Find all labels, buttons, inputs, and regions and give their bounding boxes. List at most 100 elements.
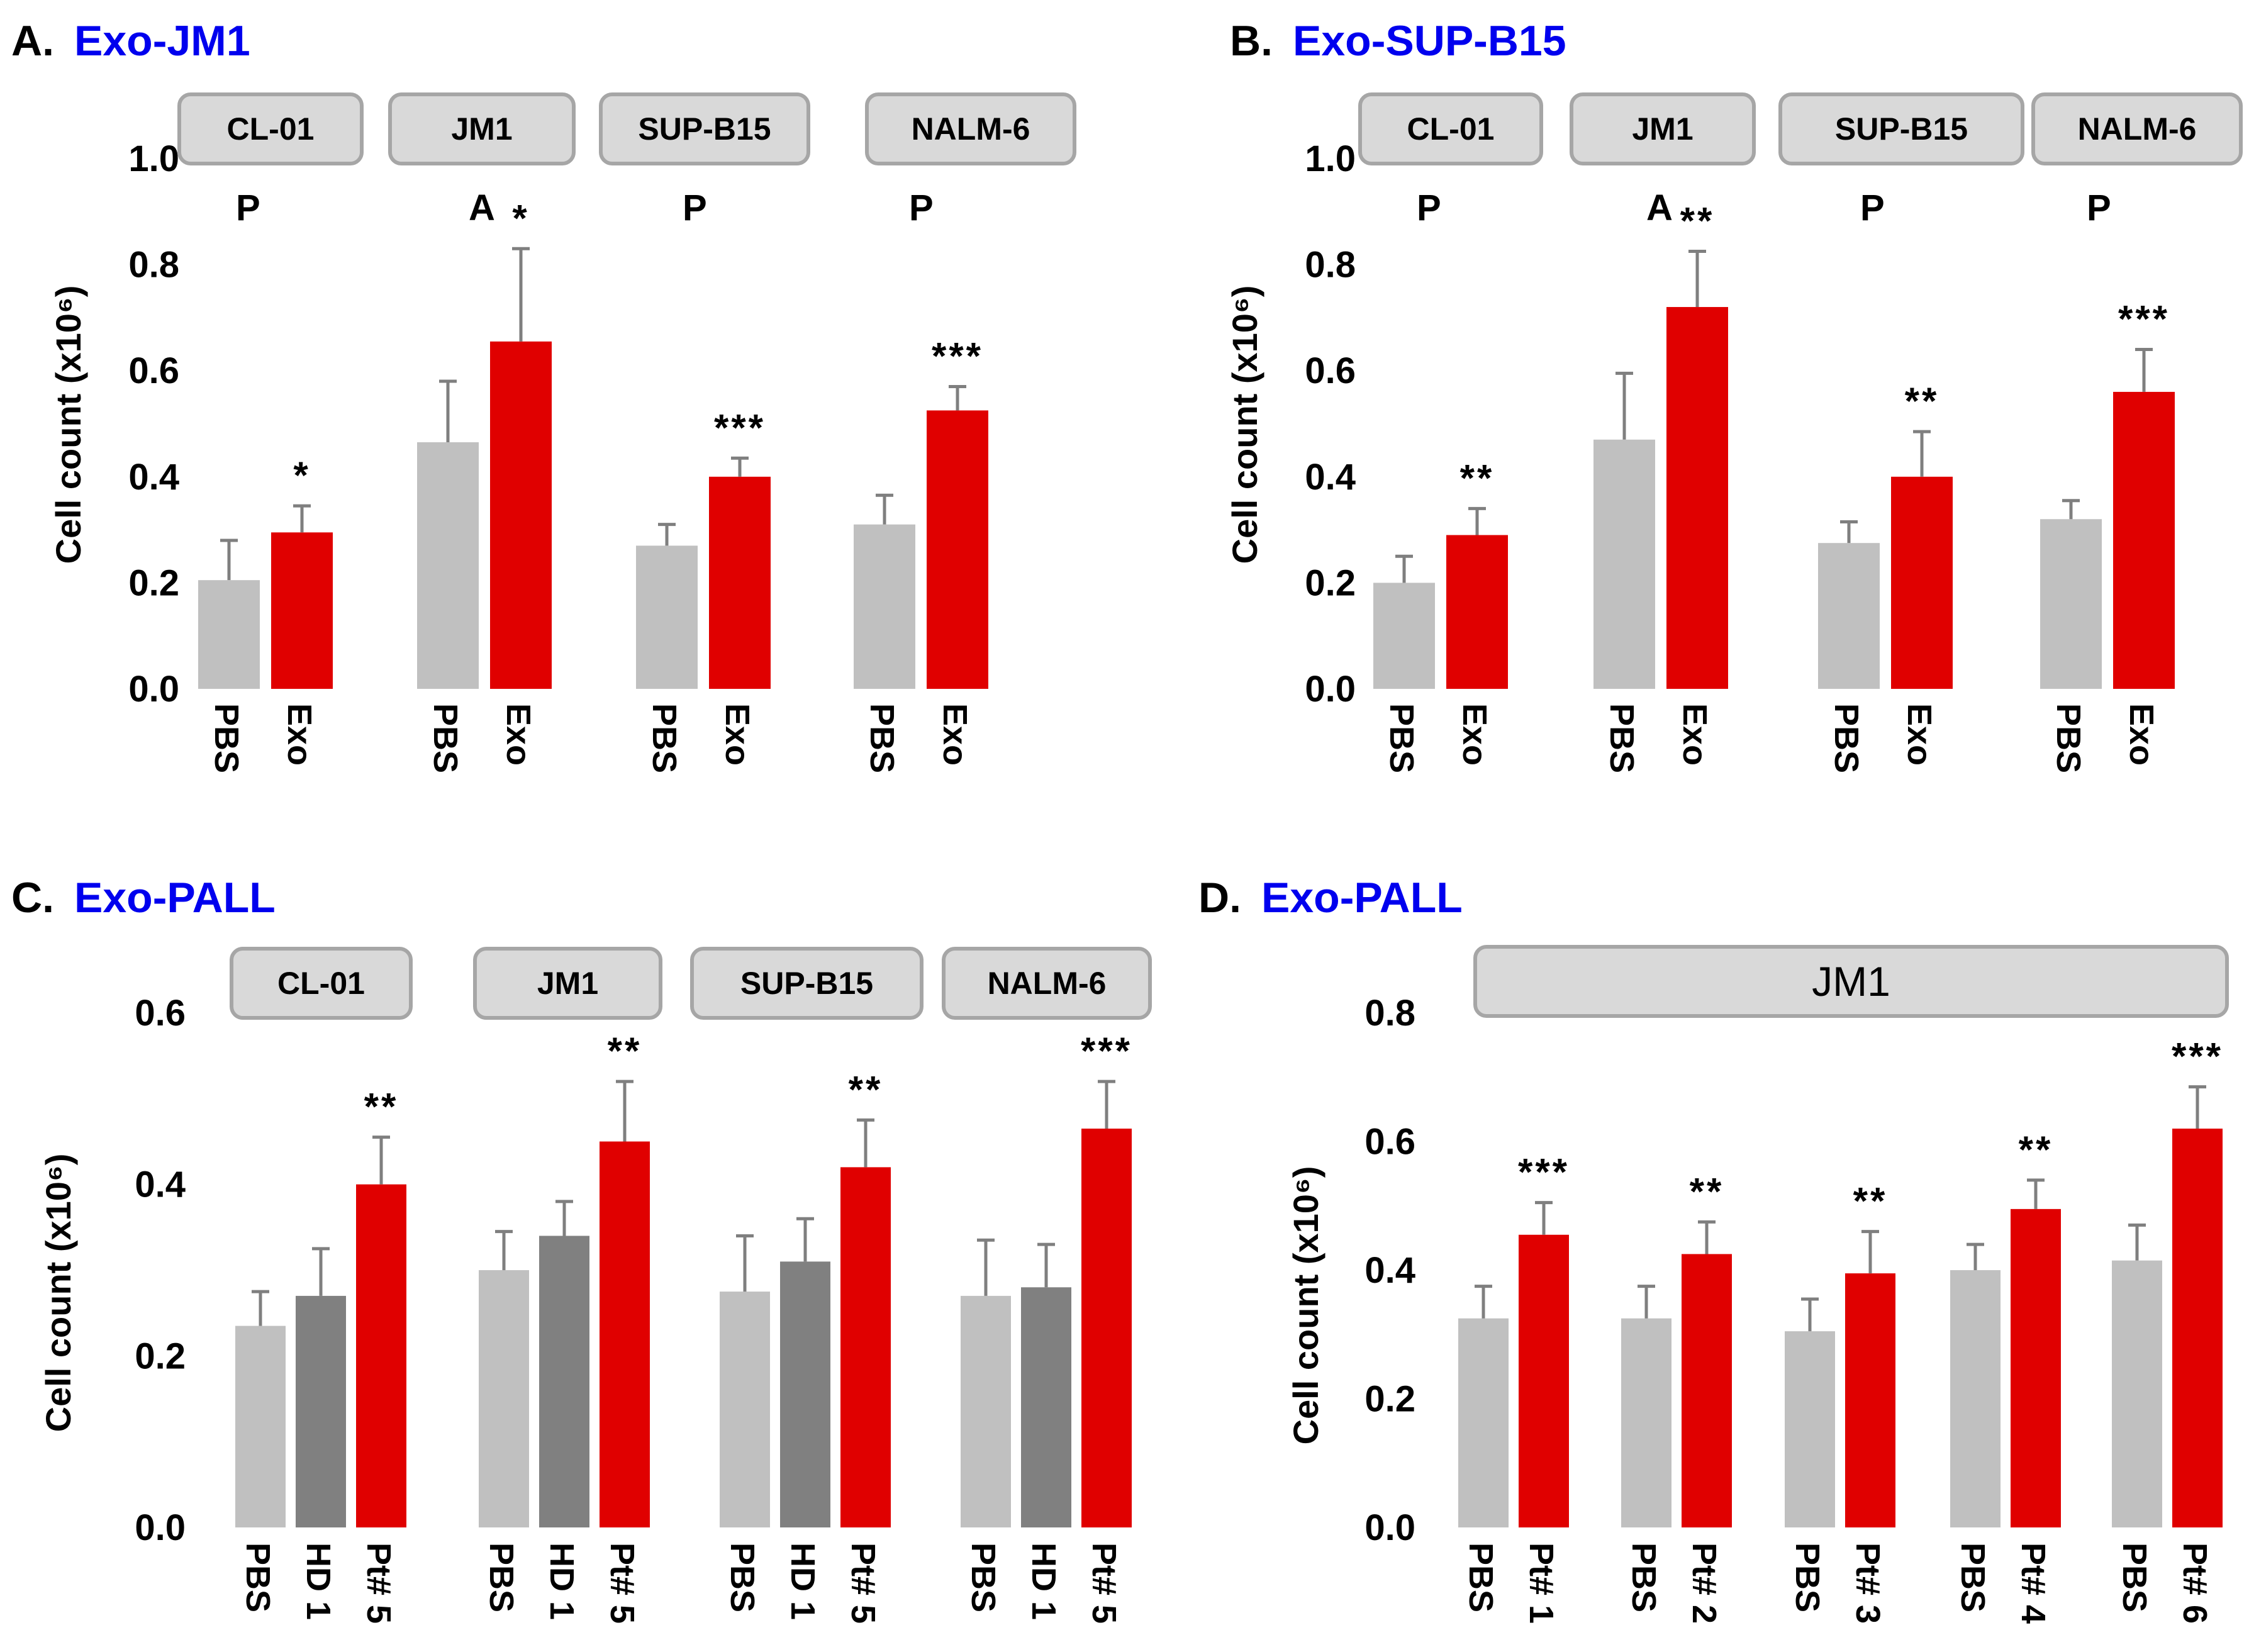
bar: [709, 476, 771, 689]
bar: [720, 1292, 770, 1527]
x-tick-label: PBS: [1383, 703, 1420, 773]
bar: [780, 1261, 830, 1527]
response-status-label: P: [683, 187, 707, 228]
y-tick-label: 0.2: [128, 562, 179, 603]
x-tick-label: PBS: [208, 703, 245, 773]
cell-line-label: CL-01: [227, 111, 315, 147]
bar: [1785, 1331, 1835, 1527]
bar: [1593, 439, 1655, 689]
cell-line-label: NALM-6: [912, 111, 1030, 147]
response-status-label: A: [469, 187, 495, 228]
x-tick-label: Exo: [718, 703, 756, 766]
response-status-label: A: [1646, 187, 1673, 228]
x-tick-label: PBS: [1603, 703, 1641, 773]
x-tick-label: PBS: [427, 703, 464, 773]
x-tick-label: Pt# 5: [1085, 1543, 1123, 1624]
y-tick-label: 0.8: [128, 245, 179, 286]
significance-label: **: [849, 1068, 883, 1110]
y-tick-label: 0.6: [128, 350, 179, 391]
cell-line-label: CL-01: [1407, 111, 1495, 147]
panel-a: A. Exo-JM1 0.0 0.2 0.4 0.6 0.8 1.0 Cell count (x…: [11, 17, 1076, 773]
cell-line-label: CL-01: [277, 966, 365, 1001]
significance-label: **: [1905, 380, 1939, 422]
x-tick-label: Exo: [1456, 703, 1493, 766]
x-tick-label: Pt# 2: [1685, 1543, 1723, 1624]
significance-label: **: [608, 1030, 642, 1072]
bar: [854, 524, 915, 689]
bar: [490, 341, 552, 689]
significance-label: ***: [1081, 1030, 1132, 1072]
significance-label: ***: [932, 335, 983, 377]
x-tick-label: HD 1: [299, 1543, 337, 1620]
cell-line-box: [1473, 945, 2229, 1018]
bar: [1373, 583, 1435, 689]
cell-line-label: SUP-B15: [638, 111, 771, 147]
cell-line-label: SUP-B15: [1835, 111, 1968, 147]
x-tick-label: HD 1: [784, 1543, 822, 1620]
response-status-label: P: [1417, 187, 1441, 228]
response-status-label: P: [1860, 187, 1885, 228]
bar: [1458, 1318, 1509, 1527]
panel-d: D. Exo-PALL 0.0 0.2 0.4 0.6 0.8 Cell count (x10…: [1198, 874, 2229, 1624]
y-tick-label: 0.0: [135, 1507, 186, 1548]
bar: [479, 1270, 529, 1527]
x-tick-label: PBS: [1462, 1543, 1500, 1612]
y-tick-label: 0.2: [1364, 1379, 1415, 1420]
y-tick-label: 0.4: [128, 457, 179, 498]
panel-label: B.: [1230, 17, 1273, 65]
x-tick-label: Exo: [1900, 703, 1938, 766]
x-tick-label: Pt# 3: [1849, 1543, 1887, 1624]
significance-label: *: [293, 454, 310, 496]
bar: [2112, 1260, 2162, 1527]
significance-label: **: [1690, 1170, 1724, 1212]
x-tick-label: PBS: [2050, 703, 2087, 773]
cell-line-box: [599, 92, 810, 165]
cell-line-label: SUP-B15: [740, 966, 873, 1001]
y-tick-label: 0.6: [1364, 1122, 1415, 1163]
x-tick-label: HD 1: [543, 1543, 581, 1620]
bar: [235, 1326, 286, 1527]
bar: [1682, 1254, 1732, 1527]
cell-line-box: [690, 947, 924, 1020]
panel-title: Exo-PALL: [1261, 874, 1463, 922]
x-tick-label: Pt# 6: [2176, 1543, 2214, 1624]
y-tick-label: 0.8: [1305, 245, 1356, 286]
x-tick-label: PBS: [483, 1543, 520, 1612]
x-tick-label: Pt# 4: [2014, 1543, 2052, 1624]
bar: [1621, 1318, 1671, 1527]
bar: [417, 442, 479, 689]
y-tick-label: 0.8: [1364, 993, 1415, 1034]
bar: [961, 1295, 1011, 1527]
bar: [198, 580, 260, 689]
bar: [1666, 307, 1728, 689]
x-tick-label: Exo: [1676, 703, 1714, 766]
bar: [2113, 391, 2175, 689]
cell-line-box: [1778, 92, 2024, 165]
y-tick-label: 0.0: [1305, 669, 1356, 710]
bar: [1081, 1129, 1132, 1527]
y-tick-label: 0.0: [128, 669, 179, 710]
significance-label: ***: [714, 406, 766, 449]
cell-line-box: [1570, 92, 1756, 165]
bar: [600, 1141, 650, 1527]
bar: [1021, 1287, 1071, 1527]
x-tick-label: PBS: [964, 1543, 1002, 1612]
bar: [1818, 543, 1880, 689]
x-tick-label: PBS: [1789, 1543, 1826, 1612]
bar: [2172, 1129, 2223, 1527]
x-tick-label: PBS: [1954, 1543, 1992, 1612]
panel-title: Exo-PALL: [74, 874, 276, 922]
bar: [296, 1295, 346, 1527]
x-tick-label: PBS: [645, 703, 683, 773]
significance-label: ***: [2172, 1035, 2223, 1078]
x-tick-label: Exo: [499, 703, 537, 766]
cell-line-label: JM1: [451, 111, 512, 147]
cell-line-box: [865, 92, 1076, 165]
bar: [539, 1236, 589, 1527]
y-tick-label: 0.0: [1364, 1507, 1415, 1548]
panel-c: C. Exo-PALL 0.0 0.2 0.4 0.6 Cell count (x10⁶) C…: [11, 874, 1152, 1624]
significance-label: **: [1680, 200, 1715, 242]
response-status-label: P: [2087, 187, 2111, 228]
bar: [271, 532, 333, 689]
